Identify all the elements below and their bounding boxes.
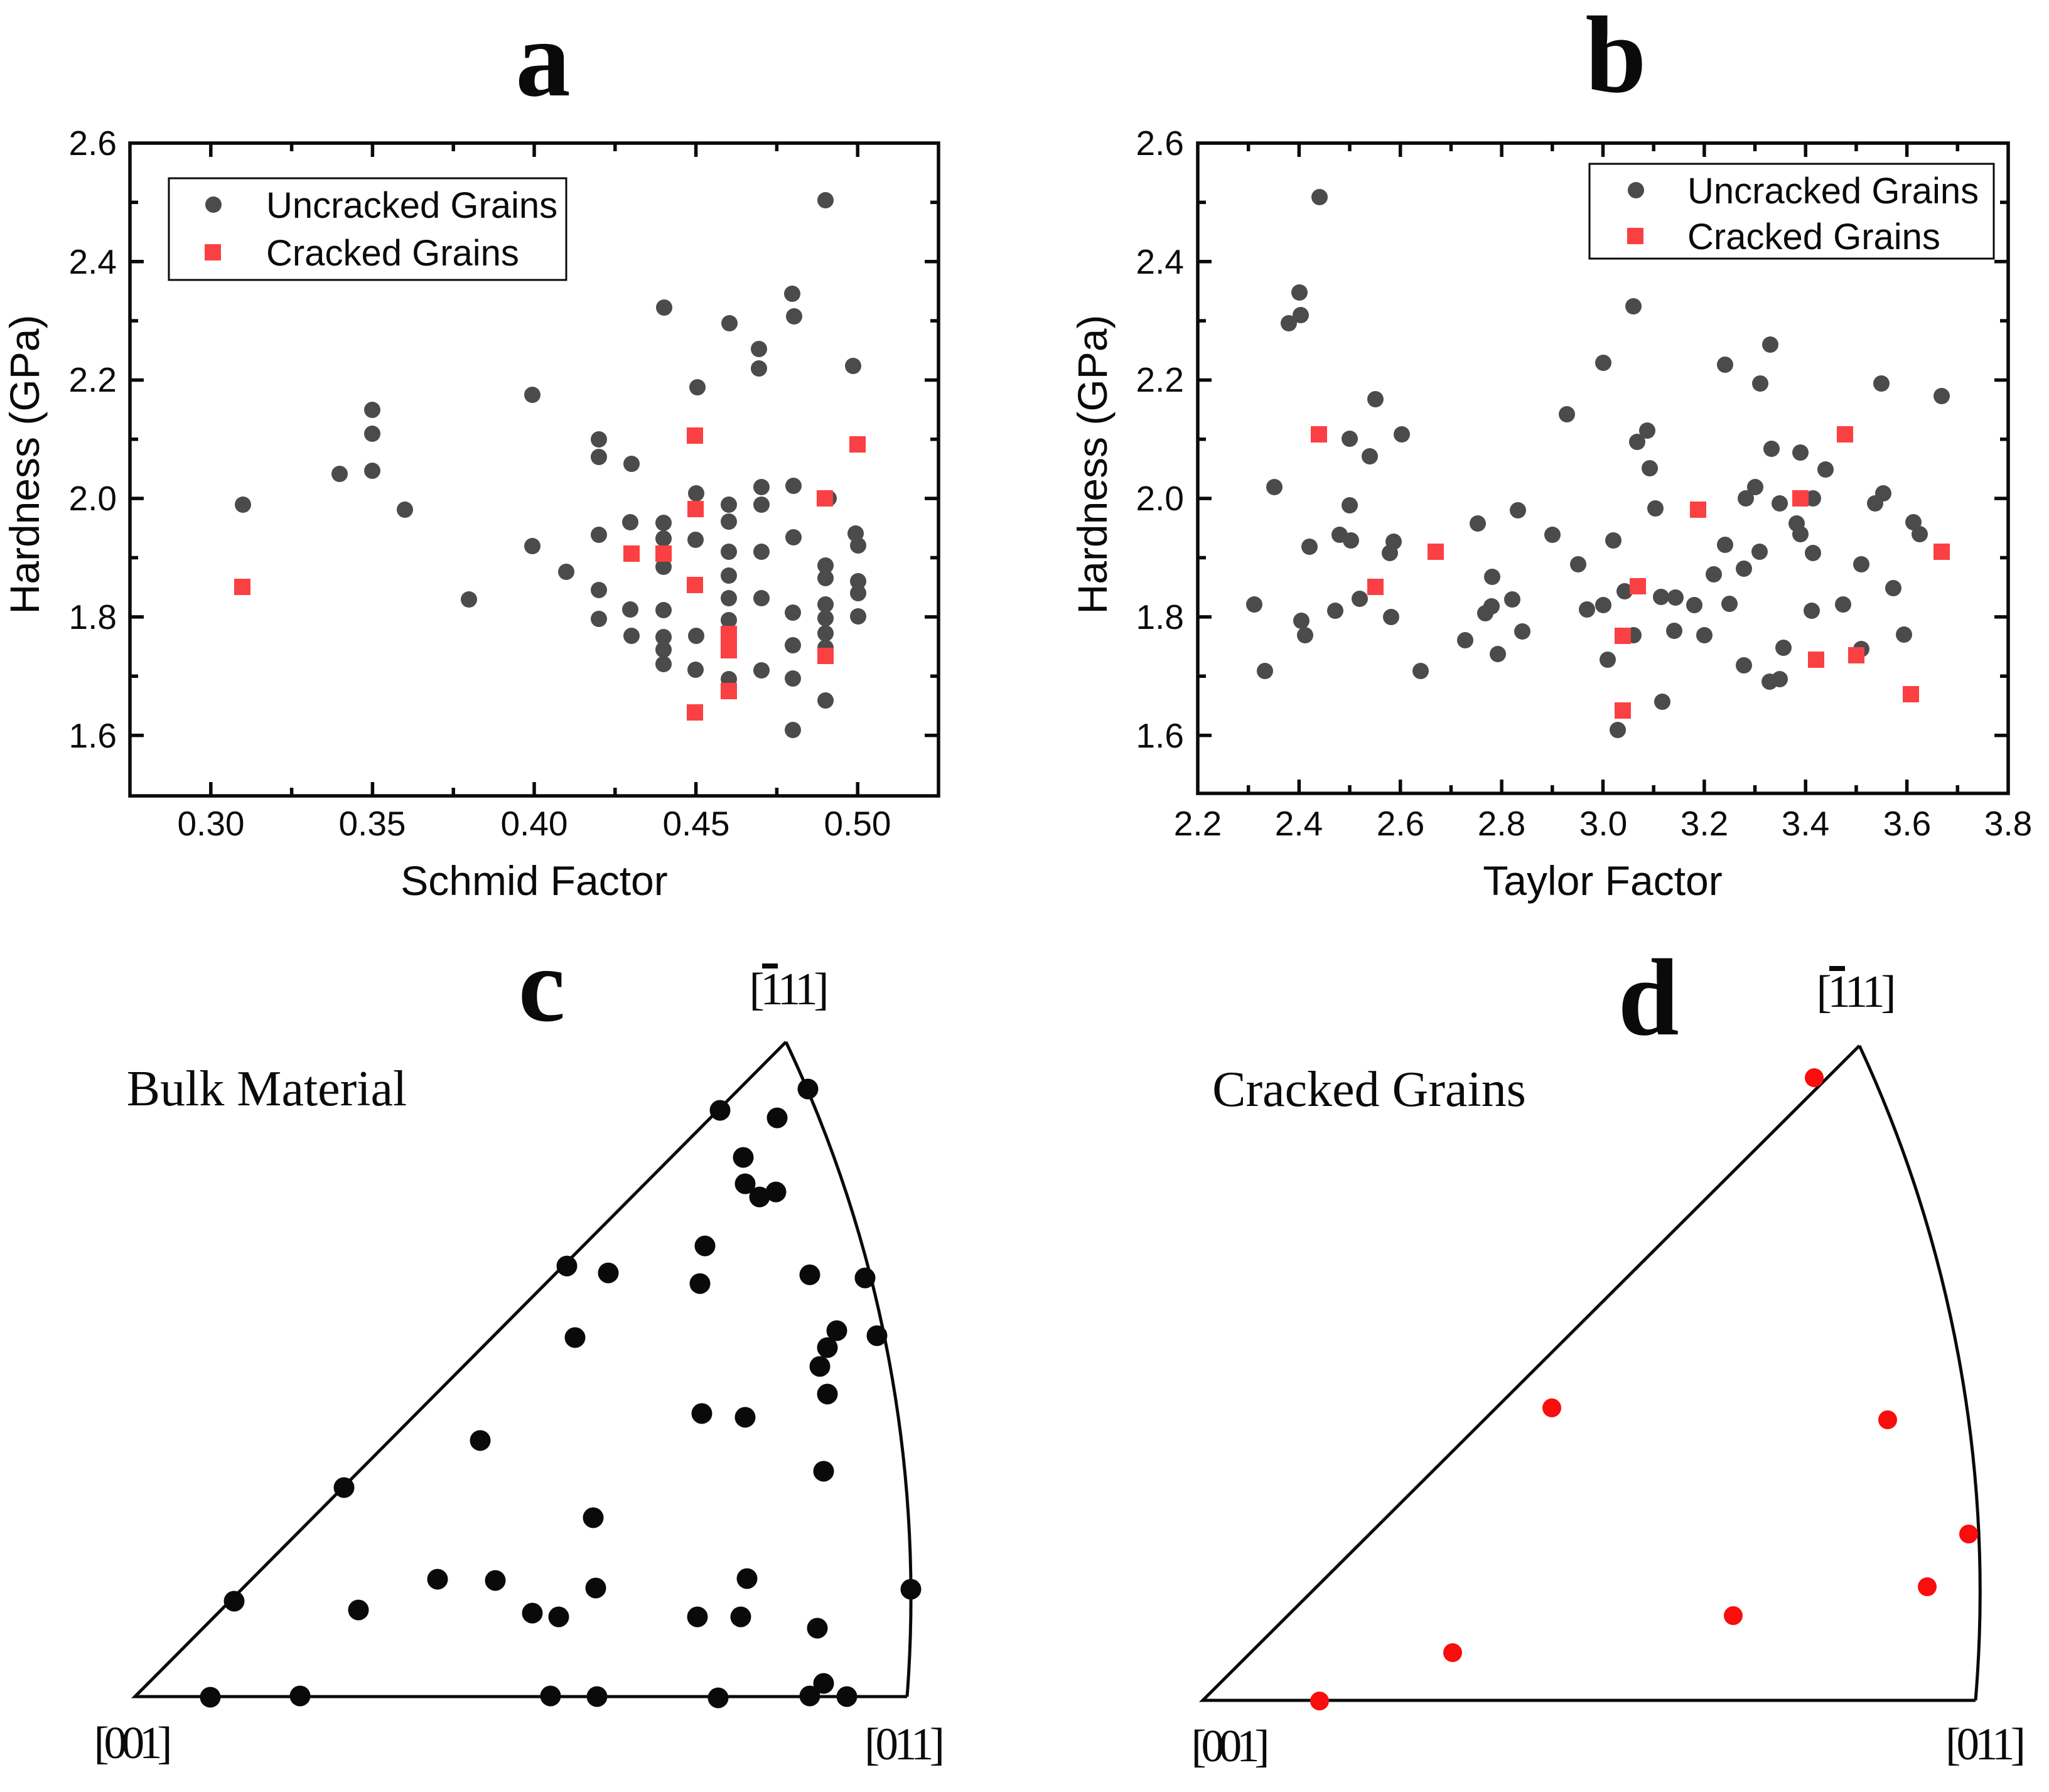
svg-text:0.50: 0.50 [824,804,891,843]
svg-text:Hardness (GPa): Hardness (GPa) [1069,315,1116,614]
svg-text:Cracked Grains: Cracked Grains [266,233,519,274]
svg-text:Taylor Factor: Taylor Factor [1483,857,1722,904]
svg-text:[111]: [111] [750,963,829,1014]
svg-text:Uncracked Grains: Uncracked Grains [1687,171,1979,212]
svg-text:a: a [515,0,571,119]
svg-text:0.35: 0.35 [338,804,406,843]
svg-text:2.0: 2.0 [69,479,117,518]
svg-text:1.6: 1.6 [1136,716,1184,755]
svg-text:2.4: 2.4 [1275,804,1323,843]
svg-text:[011]: [011] [1945,1719,2026,1769]
svg-text:2.2: 2.2 [1174,804,1222,843]
svg-text:Cracked Grains: Cracked Grains [1212,1062,1526,1117]
svg-text:[111]: [111] [1817,966,1896,1017]
svg-text:2.4: 2.4 [69,242,117,281]
svg-text:[011]: [011] [864,1719,945,1769]
svg-text:2.2: 2.2 [1136,360,1184,399]
svg-text:2.8: 2.8 [1478,804,1525,843]
svg-text:3.2: 3.2 [1681,804,1728,843]
svg-text:Bulk Material: Bulk Material [127,1061,407,1117]
svg-text:3.6: 3.6 [1883,804,1931,843]
svg-text:0.40: 0.40 [500,804,567,843]
svg-text:0.45: 0.45 [662,804,729,843]
svg-text:Schmid Factor: Schmid Factor [401,857,667,904]
svg-text:1.8: 1.8 [1136,598,1184,636]
svg-text:[001]: [001] [94,1717,173,1768]
svg-text:1.8: 1.8 [69,598,117,636]
svg-text:Cracked Grains: Cracked Grains [1687,217,1940,257]
svg-text:2.4: 2.4 [1136,242,1184,281]
svg-text:0.30: 0.30 [177,804,244,843]
svg-text:[001]: [001] [1191,1720,1270,1771]
svg-text:1.6: 1.6 [69,716,117,755]
svg-text:2.6: 2.6 [1136,124,1184,163]
svg-text:2.2: 2.2 [69,360,117,399]
svg-text:Uncracked Grains: Uncracked Grains [266,185,557,226]
svg-text:3.4: 3.4 [1782,804,1829,843]
svg-text:d: d [1618,936,1679,1058]
svg-text:2.6: 2.6 [69,124,117,163]
svg-text:Hardness (GPa): Hardness (GPa) [1,315,48,614]
svg-text:2.6: 2.6 [1377,804,1424,843]
svg-text:3.8: 3.8 [1984,804,2032,843]
svg-text:3.0: 3.0 [1579,804,1627,843]
svg-text:b: b [1585,0,1646,115]
svg-text:c: c [519,927,566,1044]
svg-text:2.0: 2.0 [1136,479,1184,518]
